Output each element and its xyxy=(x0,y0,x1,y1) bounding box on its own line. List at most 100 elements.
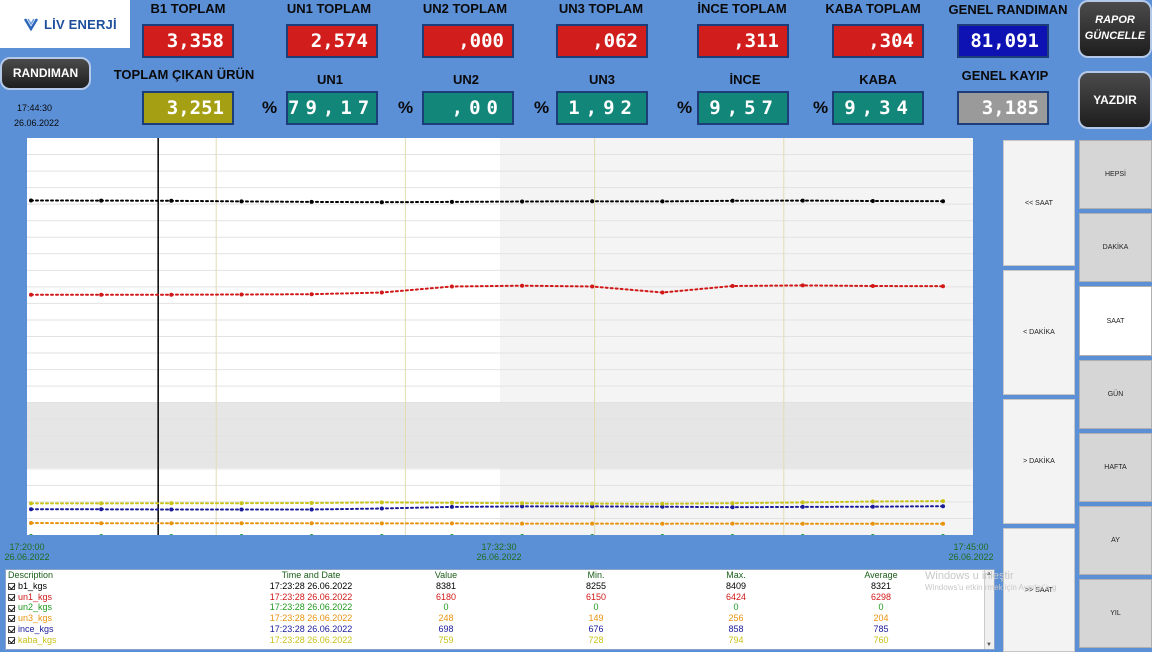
row-checkbox[interactable] xyxy=(8,582,15,590)
series-point-kaba_kgs xyxy=(449,500,454,505)
print-button[interactable]: YAZDIR xyxy=(1078,71,1152,129)
series-point-kaba_kgs xyxy=(590,501,595,506)
series-point-un3_kgs xyxy=(449,521,454,526)
series-point-kaba_kgs xyxy=(239,501,244,506)
row-checkbox[interactable] xyxy=(8,604,15,612)
row-time: 17:23:28 26.06.2022 xyxy=(269,634,353,645)
row-checkbox[interactable] xyxy=(8,593,15,601)
period-month-button[interactable]: AY xyxy=(1079,506,1152,575)
series-point-un3_kgs xyxy=(520,521,525,526)
un2-percent-sign: % xyxy=(398,98,414,117)
row-description: kaba_kgs xyxy=(6,635,206,646)
ince-total-value: ,311 xyxy=(697,24,789,58)
series-point-kaba_kgs xyxy=(730,501,735,506)
row-checkbox[interactable] xyxy=(8,626,15,634)
nav-back-minute-label: < DAKİKA xyxy=(1023,329,1055,336)
series-point-kaba_kgs xyxy=(99,501,104,506)
series-point-ince_kgs xyxy=(941,504,945,509)
period-year-button[interactable]: YIL xyxy=(1079,579,1152,648)
row-average: 8321 xyxy=(870,580,892,591)
un3-label: UN3 xyxy=(588,72,615,87)
x-tick-mid: 17:32:30 26.06.2022 xyxy=(474,542,524,562)
nav-forward-hour-label: >> SAAT xyxy=(1025,586,1053,594)
general-yield-label: GENEL RANDIMAN xyxy=(948,2,1068,17)
series-point-b1_kgs xyxy=(800,198,805,203)
un1-total-label: UN1 TOPLAM xyxy=(286,1,372,16)
period-year-label: YIL xyxy=(1110,610,1121,617)
nav-back-hour-label: << SAAT xyxy=(1025,199,1053,207)
col-time-date: Time and Date xyxy=(281,570,341,580)
series-point-un2_kgs xyxy=(660,534,665,535)
randiman-button[interactable]: RANDIMAN xyxy=(0,57,91,90)
series-point-kaba_kgs xyxy=(800,500,805,505)
period-day-button[interactable]: GÜN xyxy=(1079,360,1152,429)
row-checkbox[interactable] xyxy=(8,636,15,644)
series-line-kaba_kgs xyxy=(30,500,944,505)
nav-forward-minute-button[interactable]: > DAKİKA xyxy=(1003,399,1075,524)
series-point-b1_kgs xyxy=(239,199,244,204)
un2-total-value: ,000 xyxy=(422,24,514,58)
series-point-un3_kgs xyxy=(169,521,174,526)
period-minute-button[interactable]: DAKİKA xyxy=(1079,213,1152,282)
un3-total-label: UN3 TOPLAM xyxy=(558,1,644,16)
row-description: ince_kgs xyxy=(6,624,206,635)
un1-total-value: 2,574 xyxy=(286,24,378,58)
row-checkbox[interactable] xyxy=(8,615,15,623)
row-max: 858 xyxy=(728,623,744,634)
company-logo: LİV ENERJİ xyxy=(0,0,130,48)
series-point-kaba_kgs xyxy=(520,501,525,506)
period-day-label: GÜN xyxy=(1107,391,1124,398)
kaba-total-label: KABA TOPLAM xyxy=(825,1,921,16)
un1-percent-sign: % xyxy=(262,98,278,117)
series-point-un3_kgs xyxy=(99,521,104,526)
scroll-up-icon[interactable]: ▲ xyxy=(986,571,992,577)
report-update-button[interactable]: RAPOR GÜNCELLE xyxy=(1078,0,1152,58)
series-point-un2_kgs xyxy=(29,534,33,535)
series-point-un2_kgs xyxy=(590,534,594,535)
col-min: Min. xyxy=(587,570,605,580)
logo-icon xyxy=(22,15,40,33)
series-point-un1_kgs xyxy=(730,284,735,288)
series-point-un2_kgs xyxy=(871,534,875,535)
row-time: 17:23:28 26.06.2022 xyxy=(269,613,353,624)
col-average: Average xyxy=(864,570,898,580)
period-all-button[interactable]: HEPSİ xyxy=(1079,140,1152,209)
series-point-b1_kgs xyxy=(730,198,735,203)
series-point-ince_kgs xyxy=(99,507,104,512)
scroll-down-icon[interactable]: ▼ xyxy=(986,642,992,648)
period-minute-label: DAKİKA xyxy=(1102,244,1129,251)
series-point-b1_kgs xyxy=(590,199,595,204)
row-average: 0 xyxy=(878,602,884,613)
row-min: 6150 xyxy=(585,591,607,602)
table-row: kaba_kgs 17:23:28 26.06.2022 759 728 794 760 xyxy=(6,635,994,646)
period-hour-button[interactable]: SAAT xyxy=(1079,286,1152,356)
row-min: 728 xyxy=(588,634,604,645)
nav-back-hour-button[interactable]: << SAAT xyxy=(1003,140,1075,266)
series-point-kaba_kgs xyxy=(870,499,875,504)
nav-back-minute-button[interactable]: < DAKİKA xyxy=(1003,270,1075,395)
row-min: 149 xyxy=(588,613,604,624)
kaba-value: 9,34 xyxy=(832,91,924,125)
trend-chart[interactable] xyxy=(27,138,973,535)
row-description-text: un2_kgs xyxy=(18,602,53,613)
series-point-ince_kgs xyxy=(379,506,384,511)
series-point-ince_kgs xyxy=(29,507,33,512)
kaba-total-value: ,304 xyxy=(832,24,924,58)
general-yield-value: 81,091 xyxy=(957,24,1049,58)
un3-total-value: ,062 xyxy=(556,24,648,58)
series-point-un3_kgs xyxy=(800,521,805,526)
series-point-un2_kgs xyxy=(450,534,454,535)
row-max: 0 xyxy=(733,602,739,613)
period-week-button[interactable]: HAFTA xyxy=(1079,433,1152,502)
series-point-un2_kgs xyxy=(309,534,314,535)
table-row: b1_kgs 17:23:28 26.06.2022 8381 8255 8409 832… xyxy=(6,581,994,592)
total-output-label: TOPLAM ÇIKAN ÜRÜN xyxy=(113,67,255,82)
table-scrollbar[interactable]: ▲ ▼ xyxy=(984,570,994,649)
period-month-label: AY xyxy=(1111,537,1120,544)
ince-percent-sign: % xyxy=(677,98,693,117)
series-point-un3_kgs xyxy=(379,521,384,526)
table-row: ince_kgs 17:23:28 26.06.2022 698 676 858 785 xyxy=(6,624,994,635)
nav-forward-hour-button[interactable]: >> SAAT xyxy=(1003,528,1075,652)
series-point-kaba_kgs xyxy=(379,500,384,505)
series-point-un3_kgs xyxy=(660,521,665,526)
